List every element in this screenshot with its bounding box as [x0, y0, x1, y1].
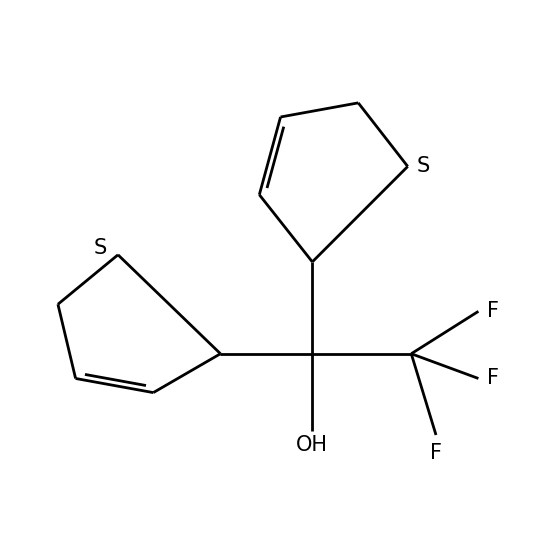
Text: OH: OH: [296, 435, 329, 455]
Text: F: F: [487, 301, 499, 321]
Text: S: S: [94, 238, 107, 258]
Text: F: F: [430, 443, 442, 464]
Text: F: F: [487, 369, 499, 389]
Text: S: S: [417, 156, 430, 177]
